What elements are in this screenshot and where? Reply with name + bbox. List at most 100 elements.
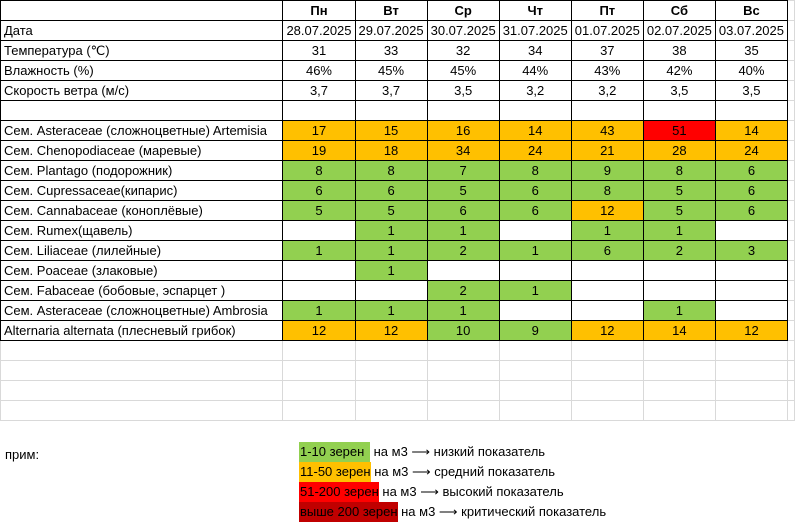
pollen-count[interactable]: 8 [570,180,644,201]
pollen-count[interactable]: 9 [498,320,572,341]
weather-label[interactable]: Влажность (%) [0,60,284,81]
weather-label[interactable]: Температура (℃) [0,40,284,61]
weather-value[interactable]: 34 [498,40,572,61]
pollen-count[interactable]: 24 [714,140,789,161]
pollen-count[interactable] [498,220,572,241]
blank-cell[interactable] [787,380,795,401]
blank-cell[interactable] [498,340,572,361]
date-cell[interactable]: 02.07.2025 [642,20,716,41]
pollen-count[interactable]: 5 [642,180,716,201]
weather-value[interactable]: 3,2 [498,80,572,101]
pollen-count[interactable]: 10 [426,320,500,341]
blank-cell[interactable] [714,400,789,421]
pollen-count[interactable]: 1 [642,220,716,241]
pollen-count[interactable]: 1 [426,220,500,241]
weather-value[interactable]: 3,5 [426,80,500,101]
pollen-count[interactable]: 16 [426,120,500,141]
pollen-count[interactable]: 6 [714,200,789,221]
pollen-count[interactable]: 24 [498,140,572,161]
blank-cell[interactable] [498,360,572,381]
blank-cell[interactable] [498,380,572,401]
blank-cell[interactable] [282,380,356,401]
pollen-count[interactable]: 12 [282,320,356,341]
pollen-count[interactable]: 1 [354,240,428,261]
pollen-count[interactable]: 1 [354,220,428,241]
pollen-count[interactable] [498,260,572,281]
blank-cell[interactable] [354,360,428,381]
pollen-count[interactable]: 8 [354,160,428,181]
blank-cell[interactable] [714,380,789,401]
blank-cell[interactable] [0,380,284,401]
pollen-count[interactable]: 6 [426,200,500,221]
weekday-header[interactable]: Сб [642,0,716,21]
weather-value[interactable]: 38 [642,40,716,61]
pollen-count[interactable] [570,280,644,301]
pollen-count[interactable]: 6 [498,200,572,221]
empty-cell[interactable] [354,100,428,121]
blank-cell[interactable] [787,400,795,421]
blank-cell[interactable] [282,340,356,361]
pollen-count[interactable]: 3 [714,240,789,261]
pollen-count[interactable]: 14 [642,320,716,341]
blank-cell[interactable] [354,400,428,421]
pollen-count[interactable]: 6 [498,180,572,201]
blank-cell[interactable] [498,400,572,421]
blank-cell[interactable] [570,400,644,421]
weekday-header[interactable]: Вс [714,0,789,21]
pollen-count[interactable]: 1 [354,300,428,321]
weather-value[interactable]: 3,7 [282,80,356,101]
pollen-count[interactable]: 6 [714,180,789,201]
pollen-label[interactable]: Сем. Liliaceae (лилейные) [0,240,284,261]
date-cell[interactable]: 28.07.2025 [282,20,356,41]
pollen-count[interactable]: 6 [570,240,644,261]
blank-cell[interactable] [642,380,716,401]
pollen-count[interactable]: 1 [426,300,500,321]
pollen-label[interactable]: Сем. Plantago (подорожник) [0,160,284,181]
blank-cell[interactable] [282,400,356,421]
pollen-count[interactable]: 1 [282,240,356,261]
blank-cell[interactable] [642,360,716,381]
pollen-count[interactable]: 2 [642,240,716,261]
pollen-count[interactable]: 1 [282,300,356,321]
pollen-count[interactable]: 1 [498,240,572,261]
pollen-count[interactable]: 8 [642,160,716,181]
pollen-label[interactable]: Сем. Cupressaceae(кипарис) [0,180,284,201]
pollen-count[interactable]: 2 [426,280,500,301]
pollen-label[interactable]: Сем. Rumex(щавель) [0,220,284,241]
pollen-label[interactable]: Сем. Asteraceae (сложноцветные) Ambrosia [0,300,284,321]
blank-cell[interactable] [570,340,644,361]
pollen-count[interactable]: 21 [570,140,644,161]
pollen-count[interactable]: 12 [570,200,644,221]
weather-value[interactable]: 33 [354,40,428,61]
weather-value[interactable]: 37 [570,40,644,61]
blank-cell[interactable] [787,360,795,381]
pollen-count[interactable] [714,280,789,301]
weather-value[interactable]: 45% [426,60,500,81]
pollen-count[interactable] [354,280,428,301]
blank-cell[interactable] [354,380,428,401]
pollen-count[interactable]: 15 [354,120,428,141]
pollen-count[interactable]: 1 [354,260,428,281]
pollen-count[interactable]: 6 [282,180,356,201]
weekday-header[interactable]: Вт [354,0,428,21]
blank-cell[interactable] [426,400,500,421]
empty-cell[interactable] [642,100,716,121]
weather-value[interactable]: 32 [426,40,500,61]
pollen-label[interactable]: Сем. Poaceae (злаковые) [0,260,284,281]
pollen-label[interactable]: Сем. Fabaceae (бобовые, эспарцет ) [0,280,284,301]
pollen-count[interactable]: 19 [282,140,356,161]
blank-cell[interactable] [570,380,644,401]
blank-cell[interactable] [354,340,428,361]
pollen-count[interactable]: 6 [714,160,789,181]
blank-cell[interactable] [570,360,644,381]
pollen-label[interactable]: Сем. Chenopodiaceae (маревые) [0,140,284,161]
pollen-count[interactable] [714,220,789,241]
date-cell[interactable]: 01.07.2025 [570,20,644,41]
blank-cell[interactable] [714,340,789,361]
pollen-count[interactable]: 12 [714,320,789,341]
date-cell[interactable]: 31.07.2025 [498,20,572,41]
weather-value[interactable]: 46% [282,60,356,81]
blank-cell[interactable] [426,340,500,361]
empty-cell[interactable] [498,100,572,121]
blank-cell[interactable] [426,380,500,401]
